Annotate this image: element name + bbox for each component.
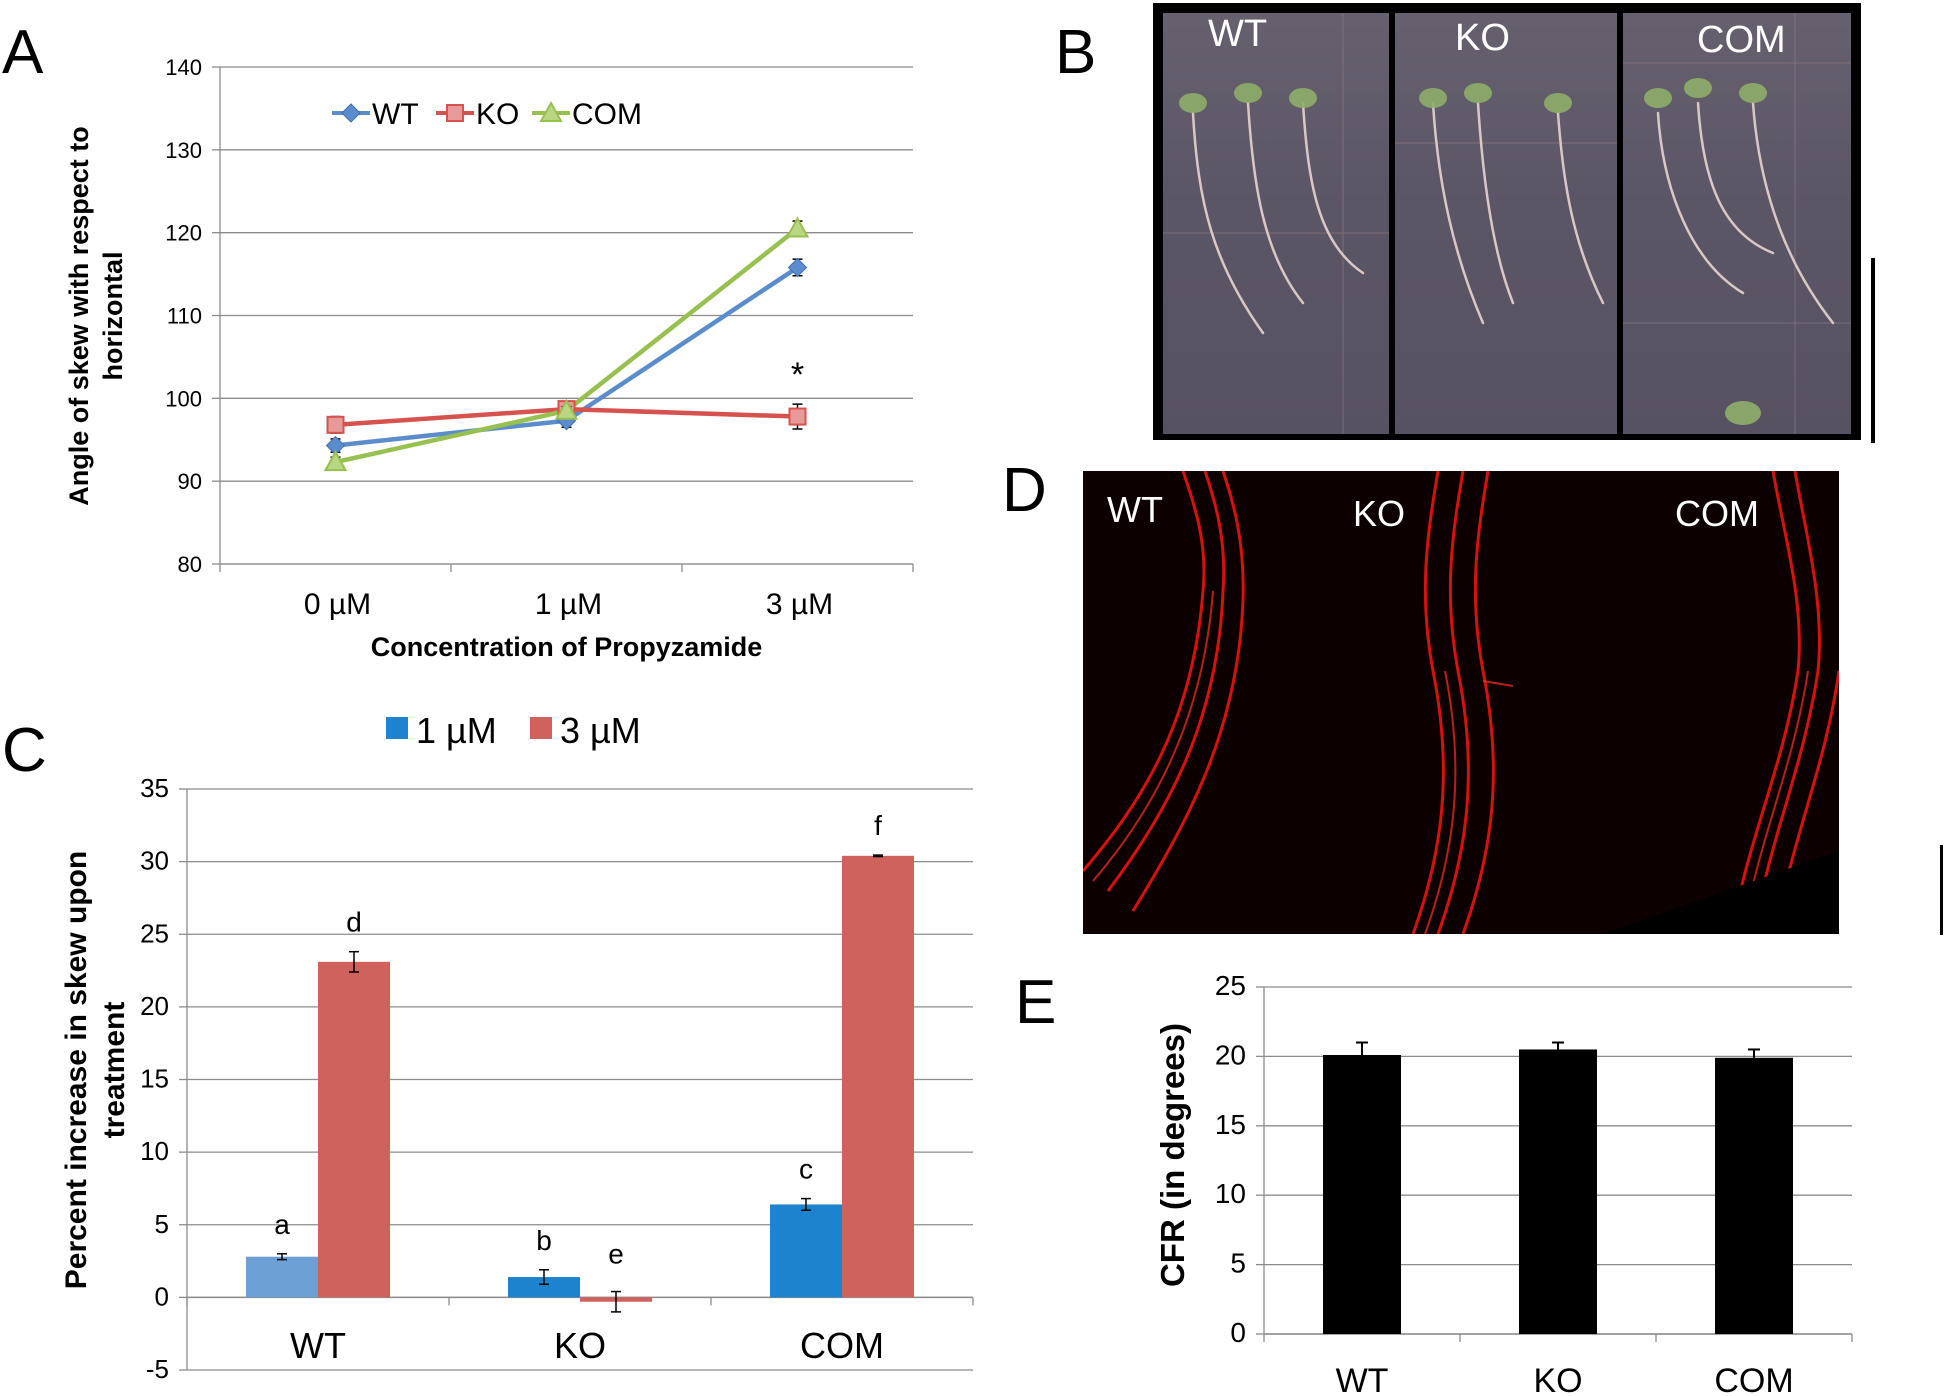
- chart-a-point-wt: [325, 435, 346, 456]
- chart-a-y-tick-label: 90: [178, 469, 202, 494]
- chart-e-x-tick-label: KO: [1533, 1362, 1582, 1396]
- chart-a-x-tick-label: 0 µM: [304, 588, 371, 621]
- chart-a-series-line-ko: [335, 406, 798, 428]
- chart-c-y-tick-label: 35: [140, 773, 169, 803]
- seedling-photo-panel: WT KO COM: [1153, 3, 1861, 440]
- chart-a-point-com: [323, 450, 348, 472]
- photo-label-com: COM: [1697, 19, 1786, 61]
- panel-letter-e: E: [1015, 968, 1057, 1037]
- chart-e-bar: [1519, 1049, 1597, 1334]
- chart-c-bar-3m: [580, 1297, 652, 1302]
- chart-e-bar: [1715, 1057, 1793, 1334]
- chart-c-y-tick-label: 25: [140, 918, 169, 948]
- chart-a-point-ko: [557, 400, 576, 419]
- chart-a-x-tick-label: 3 µM: [766, 588, 833, 621]
- chart-c-bar-3m: [842, 855, 914, 1298]
- panel-letter-a: A: [2, 18, 44, 87]
- root-confocal-panel: WT KO COM: [1083, 471, 1839, 934]
- root-cells-drawing: [1083, 471, 1839, 934]
- chart-a-y-tick-label: 130: [165, 138, 202, 163]
- chart-c-significance-letter: e: [608, 1238, 624, 1269]
- chart-c-bar-3m: [318, 961, 390, 1298]
- chart-e-bar: [1323, 1055, 1401, 1334]
- chart-c-legend-swatch: [386, 717, 408, 739]
- photo-label-wt: WT: [1208, 13, 1268, 55]
- seedling-roots-drawing: [1163, 13, 1851, 434]
- panel-letter-c: C: [2, 716, 47, 785]
- chart-c-bar-1m: [770, 1204, 842, 1298]
- chart-c-x-tick-label: KO: [554, 1325, 606, 1366]
- chart-a-y-tick-label: 120: [165, 221, 202, 246]
- chart-a-legend-marker-wt: [341, 103, 361, 123]
- chart-e-y-tick-label: 5: [1230, 1248, 1246, 1279]
- chart-c-y-tick-label: 10: [140, 1136, 169, 1166]
- chart-e-y-axis-title: CFR (in degrees): [1154, 1023, 1191, 1287]
- chart-a-point-wt: [556, 410, 577, 431]
- chart-a-legend-label-ko: KO: [476, 98, 519, 131]
- chart-c-significance-letter: f: [874, 810, 882, 841]
- chart-c-y-axis-title-line1: Percent increase in skew upon: [60, 851, 93, 1290]
- seedling-photo-com: [1623, 13, 1851, 434]
- photo-label-ko: KO: [1455, 17, 1510, 59]
- chart-a-point-wt: [787, 257, 808, 278]
- chart-a-point-com: [554, 398, 579, 420]
- chart-c-y-tick-label: 5: [155, 1209, 169, 1239]
- panel-letter-d: D: [1002, 456, 1047, 525]
- chart-c-legend-label: 3 µM: [560, 710, 641, 751]
- chart-a-y-tick-label: 140: [165, 55, 202, 80]
- confocal-label-ko: KO: [1353, 493, 1406, 534]
- chart-c-y-tick-label: 20: [140, 991, 169, 1021]
- chart-a-significance-star: *: [791, 356, 804, 394]
- chart-a-legend-label-com: COM: [572, 98, 642, 131]
- chart-a-y-axis-title-line1: Angle of skew with respect to: [64, 126, 94, 506]
- scale-bar-b: [1871, 258, 1875, 443]
- chart-c-significance-letter: a: [274, 1209, 290, 1240]
- chart-c-y-axis-title-line2: treatment: [98, 1002, 131, 1139]
- chart-c-significance-letter: c: [799, 1154, 813, 1185]
- chart-a-series-line-com: [335, 226, 799, 465]
- chart-a-legend-marker-com: [539, 100, 563, 122]
- chart-c-legend-swatch: [530, 717, 552, 739]
- chart-c-legend-label: 1 µM: [416, 710, 497, 751]
- chart-a-point-com: [785, 216, 810, 238]
- chart-c-x-tick-label: WT: [290, 1325, 346, 1366]
- chart-a-y-tick-label: 80: [178, 552, 202, 577]
- chart-a-y-tick-label: 110: [167, 304, 202, 329]
- chart-a-legend-label-wt: WT: [372, 98, 419, 131]
- chart-c-y-tick-label: -5: [146, 1354, 169, 1384]
- chart-e-y-tick-label: 10: [1215, 1178, 1246, 1209]
- chart-a-x-axis-title: Concentration of Propyzamide: [371, 632, 763, 662]
- chart-a-x-tick-label: 1 µM: [535, 588, 602, 621]
- panel-letter-b: B: [1055, 18, 1097, 87]
- chart-e-y-tick-label: 15: [1215, 1109, 1246, 1140]
- chart-c-y-tick-label: 30: [140, 846, 169, 876]
- seedling-photo-ko: [1395, 13, 1617, 434]
- confocal-label-com: COM: [1675, 493, 1759, 534]
- chart-c-bar-1m: [246, 1256, 318, 1298]
- scale-bar-d: [1940, 845, 1943, 935]
- chart-a-y-tick-label: 100: [165, 386, 202, 411]
- chart-e-x-tick-label: WT: [1336, 1362, 1389, 1396]
- chart-e-x-tick-label: COM: [1714, 1362, 1793, 1396]
- confocal-label-wt: WT: [1107, 489, 1163, 530]
- chart-e-y-tick-label: 20: [1215, 1039, 1246, 1070]
- chart-a-series-line-wt: [335, 265, 799, 448]
- chart-c-significance-letter: b: [536, 1225, 552, 1256]
- chart-a-point-ko: [326, 415, 345, 434]
- seedling-photo-wt: [1163, 13, 1389, 434]
- chart-c-y-tick-label: 0: [155, 1281, 169, 1311]
- chart-c-bar-1m: [508, 1277, 580, 1298]
- chart-a-legend-marker-ko: [446, 104, 464, 122]
- chart-e-y-tick-label: 0: [1230, 1317, 1246, 1348]
- chart-c-significance-letter: d: [346, 907, 362, 938]
- chart-c-x-tick-label: COM: [800, 1325, 884, 1366]
- chart-c-y-tick-label: 15: [140, 1064, 169, 1094]
- chart-e-y-tick-label: 25: [1215, 970, 1246, 1001]
- chart-a-point-ko: [788, 407, 807, 426]
- chart-a-y-axis-title-line2: horizontal: [98, 252, 128, 381]
